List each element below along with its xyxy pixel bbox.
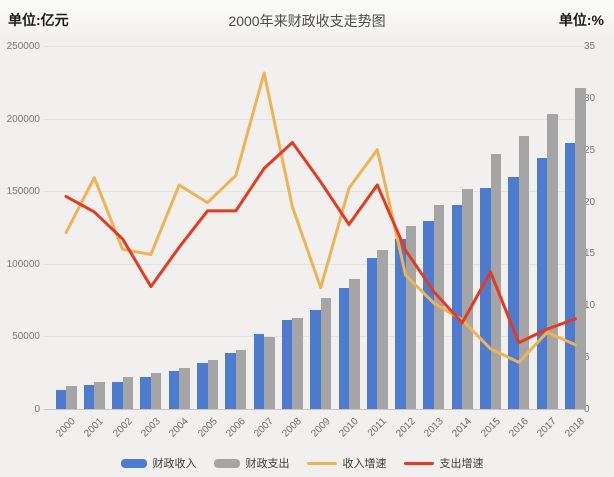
legend-item-财政收入[interactable]: 财政收入 bbox=[120, 455, 197, 471]
bar-财政支出-2004[interactable] bbox=[179, 367, 190, 409]
bar-财政收入-2015[interactable] bbox=[480, 187, 491, 409]
legend-label: 收入增速 bbox=[342, 458, 387, 470]
y-axis-right-tick: 35 bbox=[584, 41, 596, 52]
legend-label: 财政收入 bbox=[152, 458, 197, 470]
bar-财政收入-2006[interactable] bbox=[225, 352, 236, 409]
bar-财政收入-2003[interactable] bbox=[140, 377, 151, 409]
bar-财政收入-2000[interactable] bbox=[55, 389, 66, 409]
legend-item-支出增速[interactable]: 支出增速 bbox=[403, 455, 484, 471]
bar-财政收入-2004[interactable] bbox=[168, 370, 180, 409]
line-支出增速[interactable] bbox=[64, 141, 577, 345]
bar-财政支出-2009[interactable] bbox=[320, 298, 332, 409]
bar-财政支出-2014[interactable] bbox=[462, 188, 473, 409]
bar-财政支出-2005[interactable] bbox=[207, 359, 218, 409]
bar-财政支出-2018[interactable] bbox=[575, 88, 586, 409]
chart-title: 2000年来财政收支走势图 bbox=[228, 13, 386, 29]
legend-swatch-收入增速 bbox=[306, 461, 337, 465]
bar-财政收入-2002[interactable] bbox=[112, 381, 123, 409]
legend-label: 财政支出 bbox=[245, 458, 290, 470]
bar-财政支出-2000[interactable] bbox=[66, 385, 77, 409]
bar-财政支出-2016[interactable] bbox=[518, 136, 530, 409]
y-axis-right-tick: 20 bbox=[584, 196, 596, 208]
bar-财政支出-2017[interactable] bbox=[547, 114, 558, 409]
y-axis-left-tick: 150000 bbox=[6, 186, 40, 198]
x-axis-line bbox=[44, 409, 586, 410]
bar-财政支出-2010[interactable] bbox=[349, 278, 360, 409]
bar-财政收入-2011[interactable] bbox=[366, 258, 378, 409]
bar-财政收入-2005[interactable] bbox=[197, 363, 208, 409]
bar-财政收入-2010[interactable] bbox=[338, 288, 349, 409]
legend-item-财政支出[interactable]: 财政支出 bbox=[213, 455, 290, 471]
bar-财政收入-2018[interactable] bbox=[564, 142, 576, 409]
legend-swatch-财政收入 bbox=[120, 458, 147, 468]
y-axis-left-tick: 100000 bbox=[6, 258, 40, 270]
bar-财政收入-2007[interactable] bbox=[253, 334, 265, 409]
y-axis-right-tick: 0 bbox=[584, 404, 590, 415]
bar-财政收入-2016[interactable] bbox=[508, 177, 519, 409]
gridline bbox=[44, 263, 586, 265]
legend-swatch-支出增速 bbox=[403, 461, 434, 465]
y-axis-right-tick: 25 bbox=[584, 144, 596, 156]
bar-财政支出-2008[interactable] bbox=[292, 318, 303, 409]
y-axis-right-tick: 10 bbox=[584, 300, 596, 312]
legend: 财政收入 财政支出 收入增速 支出增速 bbox=[0, 455, 614, 471]
bar-财政收入-2008[interactable] bbox=[281, 319, 293, 409]
bar-财政支出-2012[interactable] bbox=[405, 226, 417, 409]
y-axis-left-tick: 0 bbox=[34, 404, 40, 415]
unit-right-label: 单位:% bbox=[558, 12, 604, 28]
gridline bbox=[44, 46, 586, 47]
y-axis-left-tick: 50000 bbox=[12, 331, 40, 343]
bar-财政支出-2007[interactable] bbox=[264, 336, 275, 409]
bar-财政支出-2006[interactable] bbox=[235, 350, 247, 409]
legend-swatch-财政支出 bbox=[213, 458, 240, 468]
legend-label: 支出增速 bbox=[439, 458, 484, 470]
bar-财政支出-2003[interactable] bbox=[150, 373, 162, 409]
gridline bbox=[44, 191, 586, 193]
y-axis-left-tick: 200000 bbox=[6, 113, 40, 125]
bar-财政收入-2013[interactable] bbox=[423, 221, 434, 409]
y-axis-right-tick: 30 bbox=[584, 92, 596, 104]
y-axis-right-tick: 15 bbox=[584, 248, 596, 260]
bar-财政收入-2012[interactable] bbox=[395, 238, 406, 409]
bar-财政支出-2011[interactable] bbox=[377, 250, 388, 409]
bar-财政收入-2001[interactable] bbox=[83, 385, 95, 409]
line-收入增速[interactable] bbox=[64, 71, 577, 364]
bar-财政收入-2009[interactable] bbox=[310, 309, 321, 409]
bar-财政收入-2014[interactable] bbox=[451, 205, 463, 409]
gridline bbox=[44, 118, 586, 120]
bar-财政支出-2002[interactable] bbox=[122, 377, 134, 409]
unit-left-label: 单位:亿元 bbox=[8, 12, 69, 28]
bar-财政支出-2001[interactable] bbox=[94, 381, 105, 409]
legend-item-收入增速[interactable]: 收入增速 bbox=[306, 455, 387, 471]
y-axis-left-tick: 250000 bbox=[6, 41, 40, 52]
y-axis-right-tick: 5 bbox=[584, 352, 590, 364]
bar-财政收入-2017[interactable] bbox=[536, 158, 548, 409]
